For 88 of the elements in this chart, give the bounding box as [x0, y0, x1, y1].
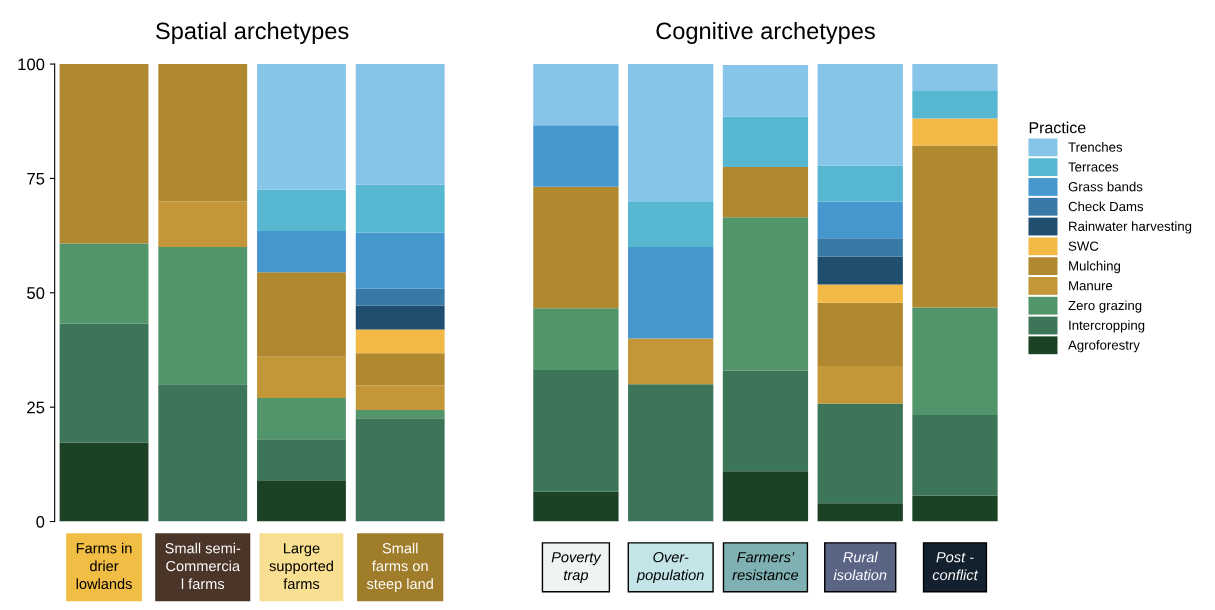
x-tick-label: Farms in drier lowlands: [76, 542, 132, 590]
bar: [257, 480, 346, 522]
bar: [817, 238, 903, 257]
bar: [533, 491, 619, 522]
bar: [628, 384, 714, 522]
y-tick-label: 0: [36, 515, 45, 528]
legend-label: Zero grazing: [1068, 300, 1142, 313]
bar: [533, 308, 619, 371]
bar: [722, 64, 809, 117]
x-tick-label: Large supported farms: [269, 543, 333, 590]
bar: [59, 442, 149, 522]
legend-label: Mulching: [1069, 260, 1120, 274]
bar: [912, 414, 998, 496]
bar: [355, 232, 445, 289]
bar: [355, 64, 445, 185]
bar: [355, 288, 445, 306]
bar: [257, 272, 346, 357]
legend-title: Practice: [1029, 121, 1086, 134]
bar: [817, 302, 903, 366]
bar: [912, 118, 998, 146]
bar: [817, 256, 903, 285]
bar: [355, 305, 445, 330]
bar: [257, 64, 346, 190]
bar: [355, 409, 445, 419]
bar: [257, 231, 346, 273]
y-tick-label: 25: [27, 401, 45, 414]
bar: [722, 370, 809, 472]
bar: [722, 217, 809, 371]
legend-label: Trenches: [1068, 142, 1123, 152]
y-tick-label: 50: [27, 287, 45, 299]
bar: [158, 64, 248, 202]
x-tick-label: Small farms on steep land: [366, 542, 433, 592]
bar: [257, 356, 346, 399]
bar: [355, 418, 445, 522]
bar: [59, 323, 149, 443]
legend-label: Grass bands: [1068, 181, 1143, 192]
y-tick-label: 75: [27, 173, 45, 185]
bar: [257, 398, 346, 440]
bar: [817, 366, 903, 404]
bar: [817, 64, 903, 166]
chart-title: Spatial archetypes: [156, 21, 349, 44]
bar: [355, 184, 445, 233]
bar: [628, 201, 714, 248]
bar: [912, 91, 998, 119]
bar: [355, 353, 445, 386]
bar: [59, 243, 149, 324]
bar: [533, 186, 619, 309]
bar: [817, 201, 903, 239]
bar: [158, 247, 248, 385]
bar: [628, 247, 714, 339]
bar: [817, 403, 903, 504]
bar: [257, 189, 346, 232]
legend-label: Agroforestry: [1068, 340, 1140, 353]
bar: [59, 64, 149, 244]
bar: [817, 503, 903, 522]
bar: [533, 370, 619, 492]
legend-label: Terraces: [1068, 162, 1119, 172]
bar: [722, 166, 809, 218]
legend-label: Check Dams: [1068, 201, 1144, 212]
bar: [912, 145, 998, 308]
y-tick-label: 100: [18, 58, 45, 71]
bar: [158, 384, 248, 522]
legend-label: Intercropping: [1069, 320, 1145, 333]
chart-title: Cognitive archetypes: [656, 21, 875, 44]
legend-label: Rainwater harvesting: [1069, 221, 1192, 234]
x-tick-label: Post - conflict: [932, 552, 979, 581]
bar: [628, 64, 714, 202]
x-tick-label: Small semi- Commercia l farms: [165, 542, 241, 590]
legend-label: Manure: [1069, 281, 1113, 291]
bar: [912, 307, 998, 415]
bar: [355, 385, 445, 410]
bar: [722, 116, 809, 167]
bar: [817, 165, 903, 202]
bar: [158, 201, 248, 248]
bar: [533, 64, 619, 126]
bar: [912, 64, 998, 92]
x-tick-label: Farmers’ resistance: [732, 552, 799, 581]
bar: [722, 471, 809, 522]
x-tick-label: Rural isolation: [833, 551, 887, 581]
bar: [257, 439, 346, 481]
bar: [533, 125, 619, 187]
bar: [912, 495, 998, 522]
x-tick-label: Over- population: [636, 551, 704, 584]
bar: [628, 338, 714, 385]
bar: [355, 329, 445, 354]
legend-label: SWC: [1068, 241, 1099, 251]
bar: [817, 284, 903, 303]
x-tick-label: Poverty trap: [551, 552, 602, 584]
